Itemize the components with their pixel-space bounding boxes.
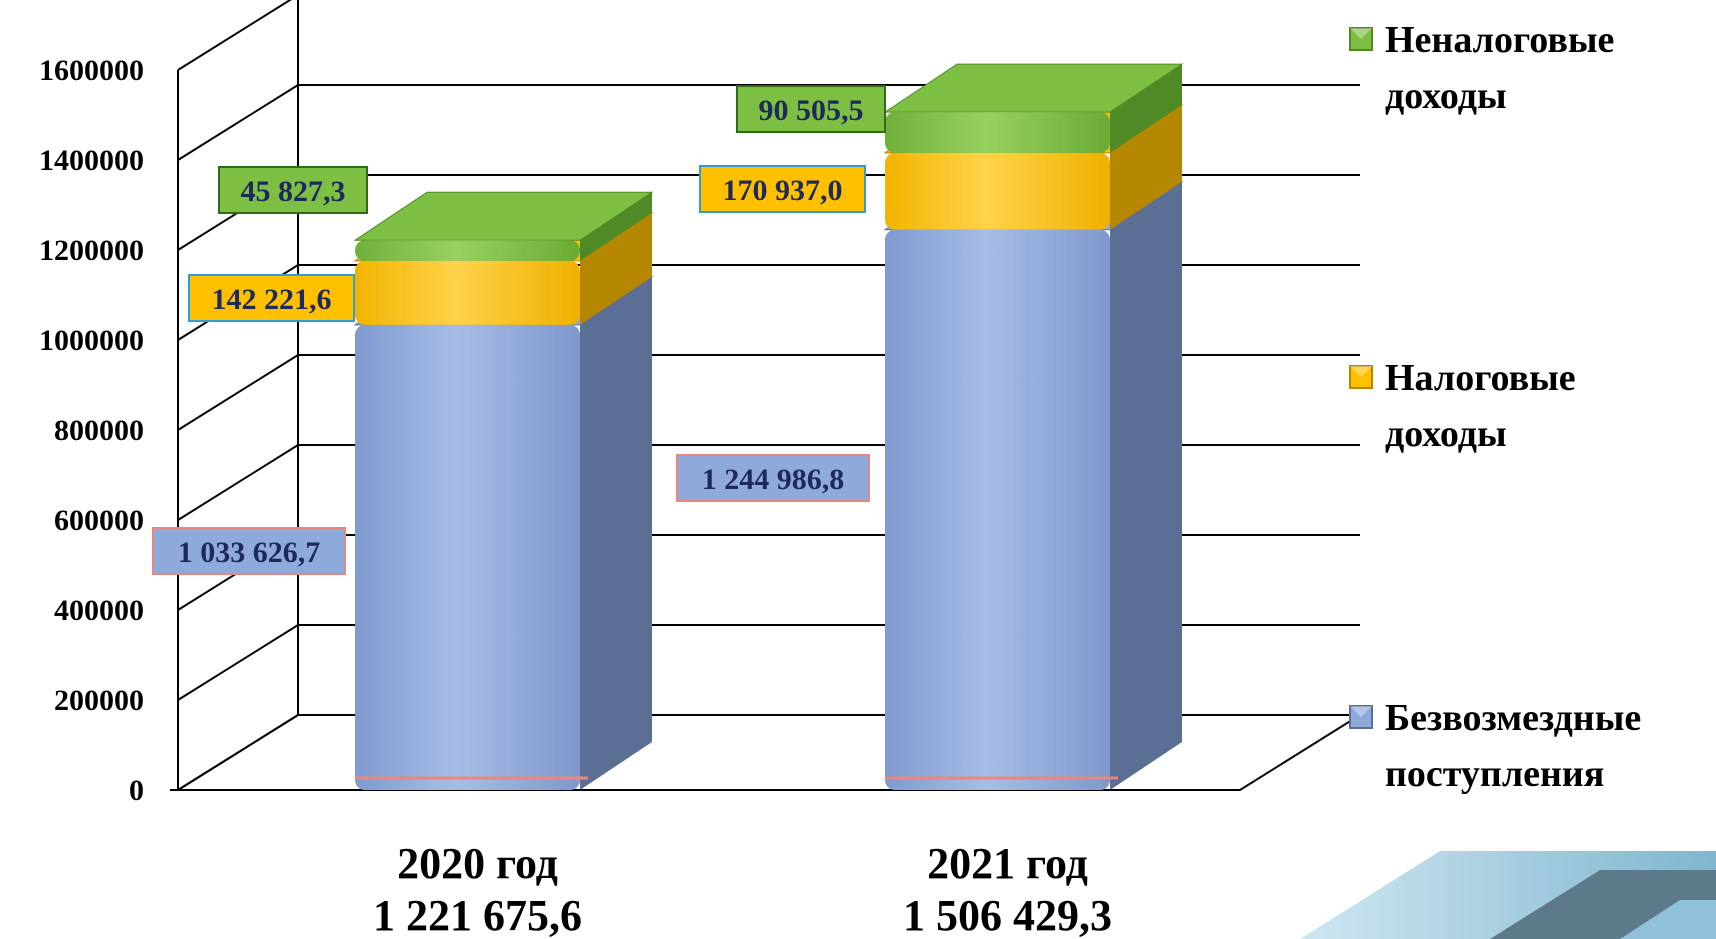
value-label-box — [218, 166, 368, 214]
bar-front — [885, 152, 1110, 230]
y-tick-label: 600000 — [54, 504, 144, 537]
value-label: 90 505,5 — [736, 85, 886, 133]
bar-segment — [883, 63, 1184, 153]
legend: Неналоговые доходы Налоговые доходы Безвозме… — [1349, 19, 1641, 795]
value-label-text: 1 244 986,8 — [702, 463, 845, 496]
bar-side — [1110, 104, 1182, 230]
bar-front — [355, 324, 580, 790]
legend-label: Безвозмездные — [1385, 697, 1641, 739]
legend-label: доходы — [1385, 75, 1507, 117]
bar-front — [355, 260, 580, 325]
gridline-diagonal — [177, 0, 292, 71]
legend-item: Налоговые доходы — [1349, 357, 1576, 455]
value-labels: 1 033 626,7 1 244 986,8 142 221,6 170 937,0… — [152, 85, 886, 575]
gridline-diagonal — [177, 84, 299, 161]
value-label-box — [152, 527, 346, 575]
category-total: 1 221 675,6 — [373, 891, 582, 939]
bar-side — [1110, 181, 1182, 791]
bar-side — [580, 212, 652, 325]
y-tick-label: 1600000 — [39, 54, 144, 87]
legend-marker — [1349, 705, 1373, 729]
y-tick-label: 800000 — [54, 414, 144, 447]
y-tick-label: 1200000 — [39, 234, 144, 267]
legend-label: Налоговые — [1385, 357, 1576, 399]
legend-label: доходы — [1385, 413, 1507, 455]
y-tick-label: 1400000 — [39, 144, 144, 177]
legend-label: поступления — [1385, 753, 1604, 795]
value-label: 170 937,0 — [699, 165, 866, 213]
bars — [353, 63, 1184, 791]
value-label-text: 45 827,3 — [241, 175, 346, 208]
legend-marker-shine — [1350, 28, 1372, 39]
gridline-diagonal — [177, 624, 299, 701]
bar-side — [580, 276, 652, 790]
legend-item: Неналоговые доходы — [1349, 19, 1614, 117]
value-label-text: 170 937,0 — [723, 174, 843, 207]
y-tick-label: 400000 — [54, 594, 144, 627]
bar-segment — [883, 181, 1184, 791]
bar-side — [1110, 64, 1182, 153]
bar-front — [885, 229, 1110, 791]
value-label: 1 244 986,8 — [676, 454, 870, 502]
value-label: 142 221,6 — [188, 274, 355, 322]
bar-front — [355, 240, 580, 261]
bar-segment — [353, 276, 654, 790]
legend-marker-shine — [1350, 366, 1372, 377]
bar-front — [885, 112, 1110, 153]
gridline-diagonal — [177, 444, 299, 521]
y-axis: 0 200000 400000 600000 800000 1000000 1200000 1… — [39, 54, 179, 807]
category-total: 1 506 429,3 — [903, 891, 1112, 939]
legend-item: Безвозмездные поступления — [1349, 697, 1641, 795]
bar-side — [580, 192, 652, 261]
category-label: 2021 год — [927, 839, 1088, 888]
y-tick-label: 1000000 — [39, 324, 144, 357]
value-label: 1 033 626,7 — [152, 527, 346, 575]
category-label: 2020 год — [397, 839, 558, 888]
legend-marker-shine — [1350, 706, 1372, 717]
value-label-box — [676, 454, 870, 502]
value-label-box — [188, 274, 355, 322]
bar-segment — [353, 191, 654, 261]
y-tick-label: 200000 — [54, 684, 144, 717]
value-label-text: 90 505,5 — [759, 94, 864, 127]
value-label-text: 142 221,6 — [212, 283, 332, 316]
legend-marker — [1349, 365, 1373, 389]
legend-marker — [1349, 27, 1373, 51]
value-label: 45 827,3 — [218, 166, 368, 214]
decorative-corner-stripes — [1300, 851, 1716, 939]
value-label-box — [699, 165, 866, 213]
value-label-box — [736, 85, 886, 133]
y-tick-label: 0 — [129, 774, 144, 807]
value-label-text: 1 033 626,7 — [178, 536, 321, 569]
gridline-diagonal — [177, 354, 299, 431]
legend-label: Неналоговые — [1385, 19, 1614, 61]
